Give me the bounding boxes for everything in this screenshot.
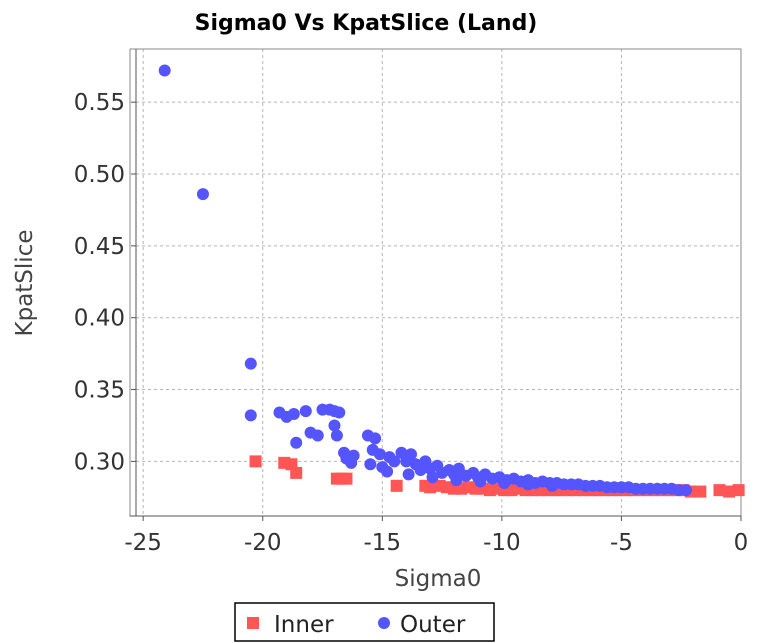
outer-point: [333, 406, 346, 419]
y-axis-label: KpatSlice: [12, 230, 38, 337]
legend-box: [234, 602, 495, 642]
outer-point: [546, 479, 559, 492]
grid-lines: [136, 49, 742, 516]
y-tick-label: 0.40: [74, 306, 125, 332]
legend-outer-label: Outer: [400, 612, 466, 638]
outer-point: [364, 458, 377, 471]
inner-point: [732, 484, 745, 497]
outer-point: [402, 468, 415, 481]
outer-point: [498, 476, 511, 489]
legend-inner-square-icon: [247, 617, 259, 629]
inner-point: [694, 485, 707, 498]
inner-point: [290, 466, 303, 479]
y-tick-label: 0.45: [74, 234, 125, 260]
inner-point: [713, 484, 726, 497]
legend-inner-label: Inner: [274, 612, 334, 638]
outer-point: [450, 474, 463, 487]
y-tick-label: 0.50: [74, 162, 125, 188]
chart-title: Sigma0 Vs KpatSlice (Land): [195, 11, 538, 36]
outer-point: [244, 409, 257, 422]
inner-point: [340, 472, 353, 485]
outer-point: [426, 471, 439, 484]
outer-point: [522, 478, 535, 491]
outer-point: [474, 475, 487, 488]
outer-point: [299, 405, 312, 418]
outer-point: [244, 357, 257, 370]
outer-point: [158, 64, 171, 77]
y-tick-label: 0.35: [74, 378, 125, 404]
outer-point: [405, 448, 417, 461]
outer-point: [196, 188, 209, 201]
x-tick-label: -25: [124, 530, 162, 556]
outer-point: [328, 419, 341, 432]
inner-point: [723, 485, 736, 498]
y-tick-label: 0.55: [74, 90, 125, 116]
y-axis-ticks: 0.55 0.50 0.45 0.40 0.35 0.30: [74, 90, 136, 475]
outer-point: [373, 448, 386, 461]
outer-point: [330, 429, 343, 442]
series-outer: [158, 64, 692, 497]
outer-point: [381, 465, 394, 478]
inner-point: [249, 455, 262, 468]
outer-point: [287, 407, 300, 420]
x-tick-label: -10: [483, 530, 521, 556]
legend: Inner Outer: [234, 602, 495, 642]
outer-point: [388, 455, 401, 468]
plot-area-border: [129, 48, 742, 517]
outer-point: [311, 429, 324, 442]
x-tick-label: -20: [244, 530, 282, 556]
y-tick-label: 0.30: [74, 449, 125, 475]
x-tick-label: -15: [364, 530, 402, 556]
legend-outer-circle-icon: [378, 617, 390, 629]
outer-point: [290, 436, 303, 449]
outer-point: [347, 449, 360, 462]
x-tick-label: -5: [610, 530, 633, 556]
outer-point: [369, 432, 382, 445]
outer-point: [680, 484, 692, 497]
inner-point: [390, 479, 403, 492]
x-axis-label: Sigma0: [395, 566, 482, 592]
x-tick-label: 0: [734, 530, 749, 556]
inner-point: [424, 481, 437, 494]
x-axis-ticks: -25 -20 -15 -10 -5 0: [124, 516, 748, 556]
